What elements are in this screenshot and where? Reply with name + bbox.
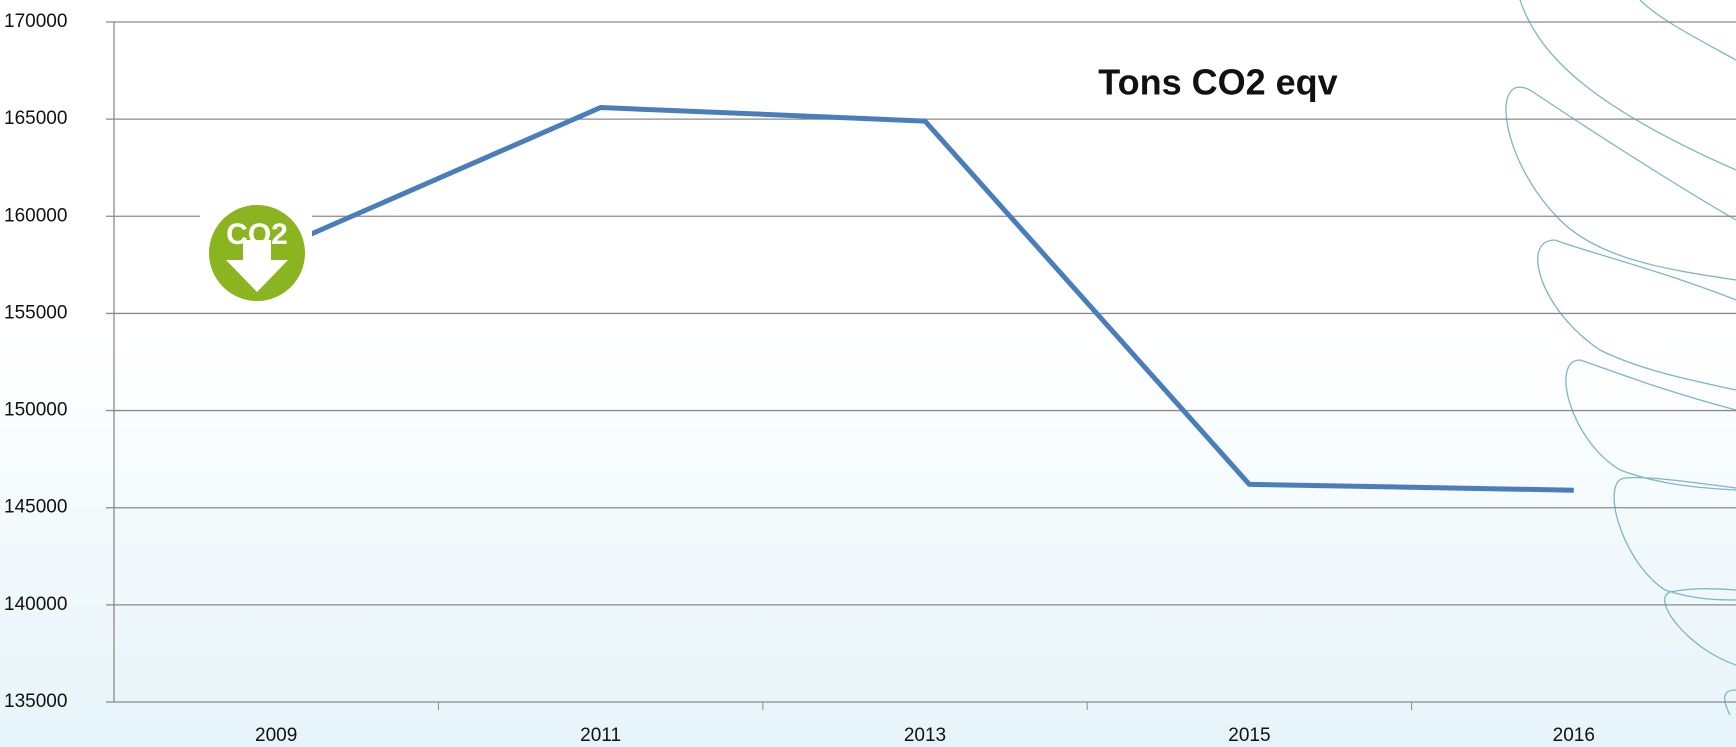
co2-icon: CO2 [200,205,312,301]
y-tick-label: 135000 [4,691,67,712]
y-tick-label: 150000 [4,400,67,421]
x-tick-label: 2013 [904,725,946,746]
y-tick-label: 145000 [4,497,67,518]
x-tick-label: 2016 [1553,725,1595,746]
y-tick-label: 170000 [4,11,67,32]
y-tick-label: 140000 [4,594,67,615]
x-tick-label: 2009 [255,725,297,746]
y-tick-label: 165000 [4,108,67,129]
data-line [275,105,1574,493]
y-tick-label: 160000 [4,205,67,226]
y-tick-label: 155000 [4,302,67,323]
icon-text: CO2 [226,218,288,251]
icon-arrow [226,240,288,292]
leaf-decoration [1505,0,1736,716]
x-tick-label: 2011 [580,725,621,746]
x-tick-label: 2015 [1228,725,1270,746]
chart-title: Tons CO2 eqv [1098,62,1337,103]
